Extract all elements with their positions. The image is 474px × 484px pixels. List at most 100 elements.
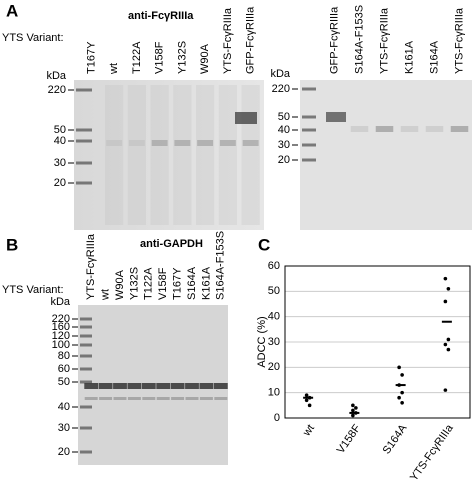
band <box>151 140 168 146</box>
smear <box>196 85 215 225</box>
data-point <box>304 393 309 398</box>
lane-label: S164A-F153S <box>353 5 365 74</box>
y-tick-label: 50 <box>268 285 280 297</box>
ladder-band <box>80 325 92 329</box>
marker-label: 120 <box>52 330 70 342</box>
band <box>375 126 394 132</box>
blot-right <box>300 80 472 230</box>
x-tick-label: YTS-FcγRIIIa <box>408 422 456 484</box>
y-tick-label: 60 <box>268 260 280 272</box>
ladder-band <box>76 139 92 143</box>
lane-label: S164A <box>428 40 440 74</box>
lane-label: S164A-F153S <box>215 231 227 300</box>
row-label: YTS Variant: <box>2 32 64 44</box>
smear <box>218 85 237 225</box>
band <box>84 397 98 400</box>
ladder-band <box>76 88 92 92</box>
ladder-band <box>76 181 92 185</box>
lane-label: W90A <box>199 43 211 74</box>
lane-label: S164A <box>186 266 198 300</box>
panel-label: B <box>6 235 18 254</box>
x-tick-label: S164A <box>381 422 410 456</box>
ladder-band <box>80 334 92 338</box>
band <box>400 126 419 132</box>
data-point <box>400 373 404 377</box>
band <box>113 397 127 400</box>
data-point <box>397 395 401 400</box>
band <box>156 383 171 389</box>
lane-label: YTS-FcγRIIIa <box>453 7 465 74</box>
data-point <box>351 408 355 413</box>
band <box>197 140 214 146</box>
band <box>141 383 156 389</box>
smear <box>127 85 146 225</box>
marker-label: 160 <box>52 321 70 333</box>
x-tick-label: wt <box>300 423 317 440</box>
lane-label: Y132S <box>128 267 140 300</box>
marker-label: 20 <box>54 177 66 189</box>
band <box>242 140 259 146</box>
band <box>213 383 228 389</box>
lane-label: YTS-FcγRIIIa <box>222 7 234 74</box>
marker-label: 40 <box>58 401 70 413</box>
smear <box>241 85 260 225</box>
ladder-band <box>302 115 316 119</box>
lane-label: T167Y <box>85 41 97 74</box>
band <box>113 383 127 389</box>
lane-label: K161A <box>403 40 415 74</box>
lane-label: GFP-FcγRIIIa <box>245 6 257 74</box>
lane-label: T122A <box>131 41 143 74</box>
ladder-band <box>76 128 92 132</box>
ladder-band <box>80 380 92 384</box>
x-tick-label: V158F <box>335 422 364 456</box>
ladder-band <box>80 317 92 321</box>
marker-label: 220 <box>48 84 66 96</box>
data-point <box>400 401 404 405</box>
data-point <box>304 398 309 403</box>
band <box>127 383 142 389</box>
marker-label: 40 <box>278 124 290 136</box>
marker-label: 30 <box>278 139 290 151</box>
band <box>450 126 469 132</box>
data-point <box>446 287 451 291</box>
band <box>128 140 145 146</box>
marker-label: 220 <box>52 313 70 325</box>
lane-label: T167Y <box>172 267 184 300</box>
blot-title: anti-FcγRIIIa <box>128 10 194 22</box>
lane-label: V158F <box>154 41 166 74</box>
band <box>174 140 191 146</box>
ladder-band <box>80 450 92 454</box>
data-point <box>397 365 401 370</box>
ladder-band <box>302 128 316 132</box>
y-axis-label: ADCC (%) <box>256 316 268 367</box>
lane-label: wt <box>100 289 112 301</box>
lane-label: Y132S <box>176 41 188 74</box>
marker-label: 30 <box>54 157 66 169</box>
data-point <box>443 342 448 347</box>
lane-label: K161A <box>200 266 212 300</box>
band <box>219 140 236 146</box>
ladder-band <box>80 343 92 347</box>
marker-label: 60 <box>58 363 70 375</box>
ladder-band <box>80 426 92 430</box>
band <box>99 397 113 400</box>
band <box>350 126 369 132</box>
lane-label: wt <box>108 63 120 75</box>
data-point <box>443 276 448 281</box>
kda-label: kDa <box>270 68 290 80</box>
band <box>106 140 123 146</box>
band <box>98 383 113 389</box>
y-tick-label: 40 <box>268 311 280 323</box>
ladder-band <box>80 405 92 409</box>
band <box>326 112 346 122</box>
lane-label: YTS-FcγRIIIa <box>378 7 390 74</box>
band <box>84 383 99 389</box>
data-point <box>351 413 355 418</box>
data-point <box>443 299 448 304</box>
smear <box>105 85 124 225</box>
lane-label: YTS-FcγRIIIa <box>85 233 97 300</box>
ladder-band <box>80 354 92 358</box>
data-point <box>446 337 451 342</box>
plot-frame <box>284 265 471 419</box>
band <box>171 397 185 400</box>
